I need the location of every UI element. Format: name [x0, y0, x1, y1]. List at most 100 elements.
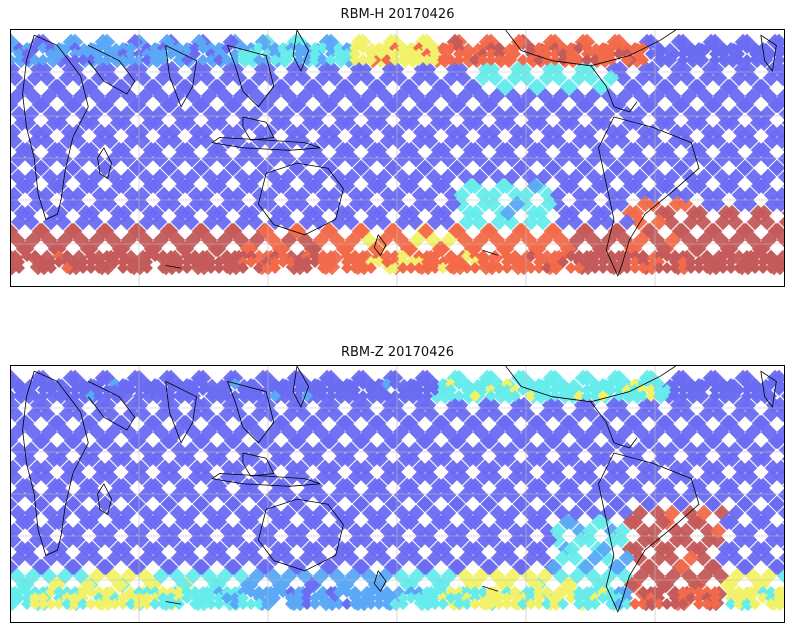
swath-cell [192, 495, 210, 513]
swath-cell [21, 250, 33, 262]
swath-cell [457, 150, 475, 168]
swath-cell [413, 390, 425, 402]
swath-cell [215, 504, 233, 522]
swath-cell [283, 468, 301, 486]
swath-cell [14, 513, 32, 531]
swath-cell [221, 592, 233, 604]
swath-cell [123, 132, 141, 150]
swath-cell [693, 598, 705, 610]
swath-cell [657, 78, 675, 96]
swath-cell [387, 60, 405, 78]
swath-cell [237, 390, 249, 402]
swath-cell [682, 549, 700, 567]
swath-cell [165, 262, 177, 274]
swath-cell [69, 54, 81, 66]
swath-cell [32, 159, 50, 177]
swath-cell [319, 96, 337, 114]
swath-cell [452, 123, 470, 141]
swath-cell [381, 378, 393, 390]
swath-cell [74, 549, 92, 567]
coastline [165, 601, 182, 605]
swath-cell [211, 540, 229, 558]
swath-cell [669, 390, 681, 402]
swath-cell [755, 204, 773, 222]
swath-cell [744, 423, 762, 441]
swath-cell [151, 168, 169, 186]
swath-cell [782, 184, 784, 188]
swath-cell [525, 114, 543, 132]
swath-cell [562, 141, 580, 159]
swath-cell [749, 390, 761, 402]
swath-cell [11, 139, 13, 143]
swath-cell [425, 486, 443, 504]
swath-cell [717, 450, 735, 468]
swath-cell [676, 459, 694, 477]
swath-cell [277, 256, 289, 268]
swath-cell [725, 262, 737, 274]
swath-cell [639, 96, 657, 114]
swath-cell [680, 87, 698, 105]
swath-cell [759, 504, 777, 522]
swath-cell [402, 141, 420, 159]
swath-cell [302, 177, 320, 195]
swath-cell [353, 222, 371, 240]
swath-cell [178, 477, 196, 495]
swath-cell [257, 558, 275, 576]
swath-cell [51, 204, 69, 222]
swath-cell [661, 262, 673, 274]
swath-cell [525, 450, 543, 468]
swath-cell [269, 390, 281, 402]
swath-cell [745, 486, 763, 504]
swath-cell [238, 177, 256, 195]
swath-cell [681, 150, 699, 168]
swath-cell [553, 486, 571, 504]
swath-cell [570, 405, 588, 423]
swath-cell [562, 477, 580, 495]
swath-cell [17, 414, 35, 432]
swath-cell [635, 132, 653, 150]
swath-cell [209, 414, 227, 432]
swath-cell [737, 222, 755, 240]
swath-cell [406, 105, 424, 123]
swath-cell [157, 598, 169, 610]
swath-cell [333, 598, 345, 610]
swath-cell [526, 177, 544, 195]
swath-cell [469, 262, 481, 274]
swath-cell [641, 222, 659, 240]
swath-cell [270, 177, 288, 195]
swath-cell [37, 390, 49, 402]
swath-cell [81, 78, 99, 96]
swath-cell [723, 204, 741, 222]
swath-cell [150, 105, 168, 123]
swath-cell [618, 549, 636, 567]
swath-cell [341, 586, 353, 598]
swath-cell [228, 459, 246, 477]
swath-cell [682, 213, 700, 231]
swath-cell [221, 54, 233, 66]
swath-cell [14, 177, 32, 195]
swath-cell [161, 558, 179, 576]
swath-cell [567, 504, 585, 522]
swath-cell [133, 186, 151, 204]
swath-cell [437, 42, 449, 54]
swath-cell [429, 114, 447, 132]
swath-cell [701, 42, 713, 54]
swath-cell [677, 390, 689, 402]
swath-cell [746, 213, 764, 231]
swath-cell [328, 87, 346, 105]
swath-cell [11, 161, 18, 175]
swath-cell [101, 54, 113, 66]
swath-cell [685, 592, 697, 604]
swath-cell [113, 78, 131, 96]
swath-cell [657, 414, 675, 432]
coastline [211, 137, 321, 151]
swath-cell [365, 54, 377, 66]
swath-cell [165, 522, 183, 540]
swath-cell [726, 441, 744, 459]
swath-cell [219, 468, 237, 486]
swath-cell [456, 87, 474, 105]
swath-cell [712, 423, 730, 441]
swath-cell [122, 69, 140, 87]
swath-cell [347, 468, 365, 486]
swath-cell [725, 42, 737, 54]
